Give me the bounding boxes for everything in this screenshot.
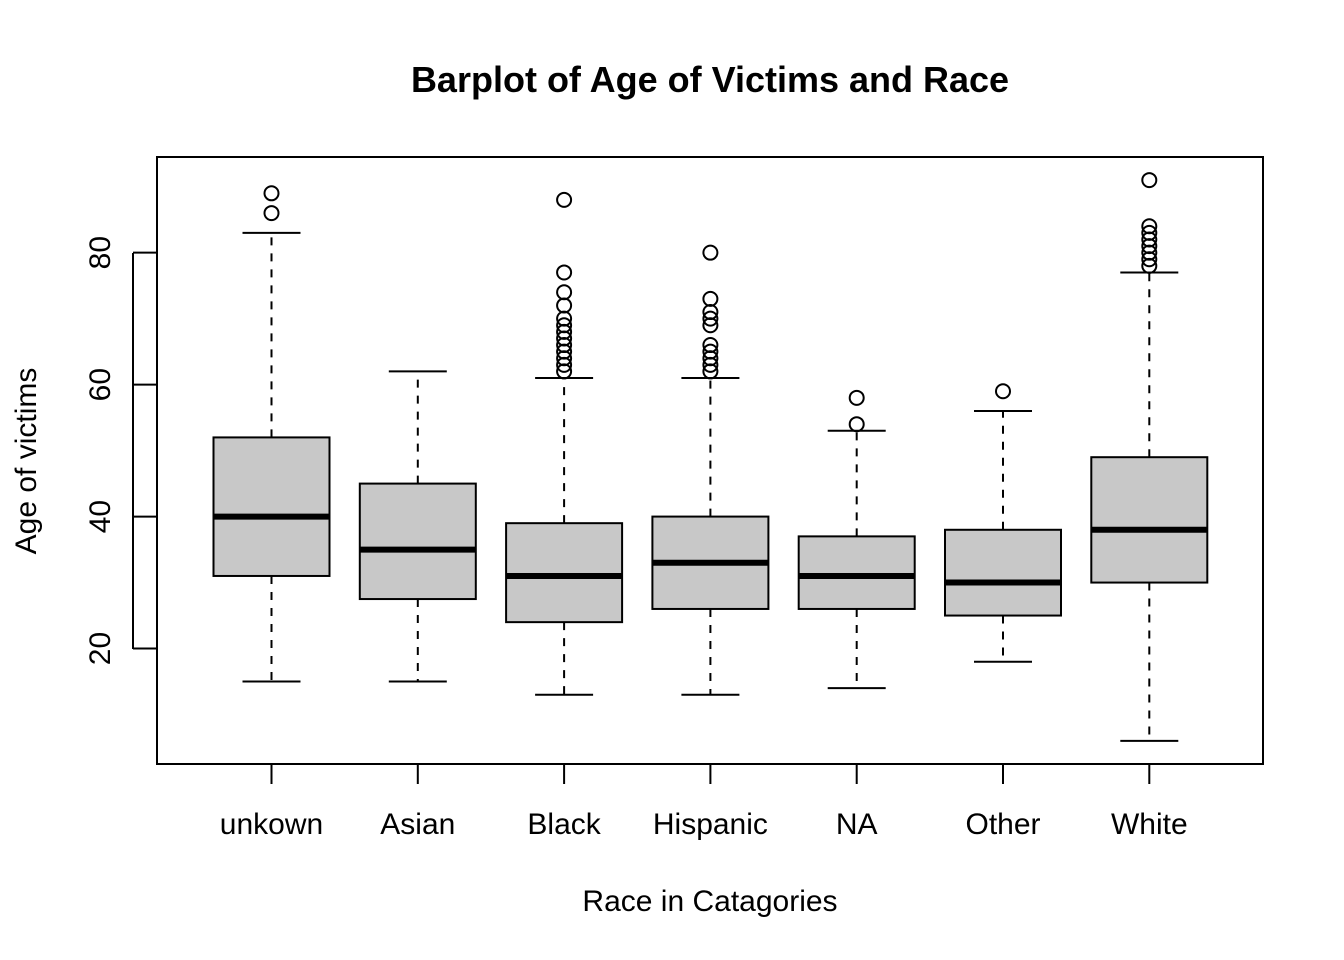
y-tick-label: 40 [84, 500, 117, 533]
outlier-point [702, 337, 719, 354]
iqr-box [797, 535, 916, 610]
outlier-point [995, 383, 1011, 400]
outlier-point [702, 290, 719, 307]
x-tick-label: Hispanic [653, 808, 768, 841]
box-hispanic [651, 244, 770, 696]
box-white [1090, 172, 1209, 742]
outlier-point [1141, 218, 1158, 235]
x-axis: unkown Asian Black Hispanic NA Other White [220, 764, 1188, 841]
box-group [212, 172, 1209, 742]
box-unkown [212, 185, 331, 683]
iqr-box [212, 436, 331, 577]
x-tick-label: Asian [380, 808, 455, 841]
outlier-point [263, 205, 280, 222]
chart-title: Barplot of Age of Victims and Race [411, 59, 1009, 100]
x-tick-label: Other [965, 808, 1040, 841]
outlier-point [848, 389, 865, 406]
x-axis-label: Race in Catagories [582, 885, 837, 918]
outlier-point [263, 185, 280, 202]
iqr-box [944, 528, 1062, 617]
y-axis-label: Age of victims [10, 368, 43, 555]
y-tick-label: 60 [84, 368, 117, 401]
outlier-point [556, 317, 573, 334]
x-tick-label: White [1111, 808, 1188, 841]
outlier-point [848, 416, 865, 433]
y-tick-label: 80 [84, 236, 117, 269]
outlier-point [556, 191, 573, 208]
outlier-point [1141, 172, 1158, 189]
outlier-point [556, 264, 573, 281]
box-black [505, 191, 624, 696]
outlier-point [702, 310, 719, 327]
x-tick-label: NA [836, 808, 878, 841]
box-other [944, 383, 1062, 663]
x-tick-label: unkown [220, 808, 323, 841]
iqr-box [358, 482, 477, 601]
outlier-point [556, 284, 573, 301]
box-na [797, 389, 916, 690]
y-axis: 20 40 60 80 [84, 236, 157, 665]
outlier-point [702, 244, 719, 261]
y-tick-label: 20 [84, 632, 117, 665]
x-tick-label: Black [527, 808, 601, 841]
box-asian [358, 370, 477, 683]
iqr-box [1090, 456, 1209, 584]
outlier-point [702, 343, 719, 360]
outlier-point [556, 297, 573, 314]
outlier-point [1141, 224, 1158, 241]
iqr-box [505, 522, 624, 624]
